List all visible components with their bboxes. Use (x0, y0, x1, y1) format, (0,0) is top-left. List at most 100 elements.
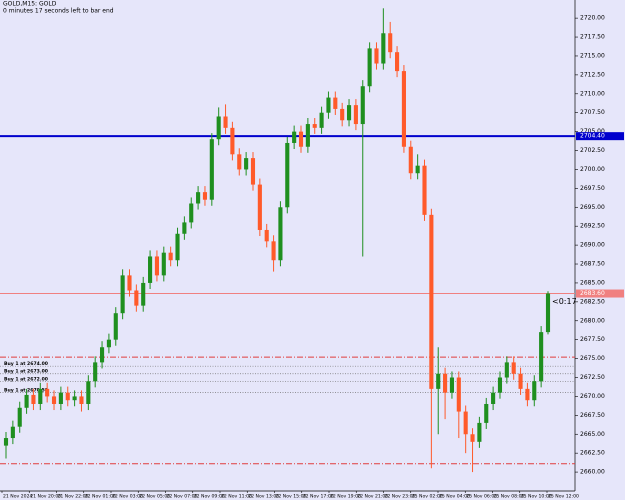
candle-body (24, 394, 29, 408)
candle-body (148, 256, 153, 283)
candle-body (374, 48, 379, 64)
price-level-tag (576, 132, 624, 141)
price-level-label: 2683.60 (580, 290, 605, 297)
x-tick-label: 25 Nov 12:00 (548, 494, 579, 500)
x-tick-label: 22 Nov 13:00 (248, 494, 279, 500)
candle-body (305, 124, 310, 147)
candle-body (141, 282, 146, 306)
x-tick-label: 22 Nov 11:00 (221, 494, 252, 500)
candle-body (298, 131, 304, 147)
candle-body (340, 108, 345, 121)
candle-body (161, 252, 166, 276)
candle-body (38, 388, 43, 404)
y-tick-label: 2700.00 (580, 166, 605, 173)
candle-body (72, 396, 77, 401)
y-tick-label: 2712.50 (580, 71, 605, 78)
y-tick-label: 2682.50 (580, 298, 605, 305)
candle-body (134, 290, 139, 306)
x-tick-label: 22 Nov 17:00 (303, 494, 334, 500)
candle-body (319, 112, 324, 128)
candle-body (244, 158, 249, 170)
y-tick-label: 2677.50 (580, 336, 605, 343)
y-tick-label: 2707.50 (580, 109, 605, 116)
candle-body (106, 339, 111, 348)
y-tick-label: 2680.00 (580, 317, 605, 324)
candle-body (216, 116, 221, 140)
candle-body (182, 222, 187, 234)
x-tick-label: 21 Nov 2024 (3, 494, 32, 500)
price-level-label: 2704.40 (580, 133, 605, 140)
price-level-tag (576, 289, 624, 298)
y-tick-label: 2717.50 (580, 34, 605, 41)
y-tick-label: 2715.00 (580, 52, 605, 59)
x-tick-label: 25 Nov 06:00 (466, 494, 497, 500)
bar-timer: <0:17 (552, 297, 577, 306)
y-tick-label: 2685.00 (580, 279, 605, 286)
candle-body (86, 381, 91, 404)
candle-body (127, 275, 132, 291)
candle-body (360, 86, 365, 125)
order-label: Buy 1 at 2674.00 (4, 361, 48, 367)
x-tick-label: 21 Nov 20:00 (30, 494, 61, 500)
candle-body (367, 48, 372, 87)
candle-body (31, 394, 36, 404)
candle-body (388, 33, 393, 53)
x-tick-label: 22 Nov 19:00 (330, 494, 361, 500)
candle-body (518, 373, 523, 389)
candle-body (154, 256, 159, 276)
candle-body (312, 124, 317, 128)
candle-body (196, 192, 201, 204)
y-tick-label: 2672.50 (580, 374, 605, 381)
bar-countdown: 0 minutes 17 seconds left to bar end (3, 8, 114, 15)
candle-body (456, 377, 461, 412)
candle-body (175, 233, 180, 261)
y-tick-label: 2660.00 (580, 469, 605, 476)
candle-body (504, 362, 509, 378)
x-tick-label: 22 Nov 23:00 (385, 494, 416, 500)
chart-title: GOLD,M15: GOLD (3, 1, 57, 8)
y-tick-label: 2720.00 (580, 15, 605, 22)
x-tick-label: 25 Nov 10:00 (521, 494, 552, 500)
y-tick-label: 2695.00 (580, 204, 605, 211)
x-tick-label: 22 Nov 05:00 (139, 494, 170, 500)
y-tick-label: 2710.00 (580, 90, 605, 97)
candle-body (353, 105, 358, 125)
candle-body (497, 377, 503, 393)
candle-body (525, 388, 530, 401)
candle-body (408, 146, 413, 174)
candle-body (51, 396, 57, 404)
x-tick-label: 22 Nov 03:00 (112, 494, 143, 500)
candle-body (237, 154, 242, 170)
y-tick-label: 2675.00 (580, 355, 605, 362)
candle-body (415, 165, 420, 174)
y-tick-label: 2665.00 (580, 431, 605, 438)
candle-body (436, 373, 441, 389)
y-tick-label: 2670.00 (580, 393, 605, 400)
y-tick-label: 2705.00 (580, 128, 605, 135)
candle-body (333, 97, 338, 109)
candle-body (545, 293, 551, 333)
order-label: Buy 1 at 2673.00 (4, 369, 48, 375)
candle-body (250, 158, 256, 185)
candle-body (65, 392, 70, 401)
candle-body (3, 438, 9, 446)
candle-body (10, 426, 15, 439)
candle-body (189, 203, 194, 223)
candle-body (113, 313, 118, 340)
candle-body (539, 332, 544, 382)
candle-body (168, 252, 173, 261)
x-tick-label: 25 Nov 04:00 (439, 494, 470, 500)
candle-body (422, 165, 427, 215)
candle-body (470, 434, 475, 442)
candle-body (17, 407, 22, 427)
y-tick-label: 2697.50 (580, 185, 605, 192)
candle-body (292, 131, 297, 143)
y-tick-label: 2687.50 (580, 261, 605, 268)
candle-body (99, 347, 105, 363)
x-tick-label: 22 Nov 07:00 (167, 494, 198, 500)
candle-body (271, 241, 276, 261)
candle-body (449, 377, 455, 393)
candle-body (326, 97, 331, 113)
